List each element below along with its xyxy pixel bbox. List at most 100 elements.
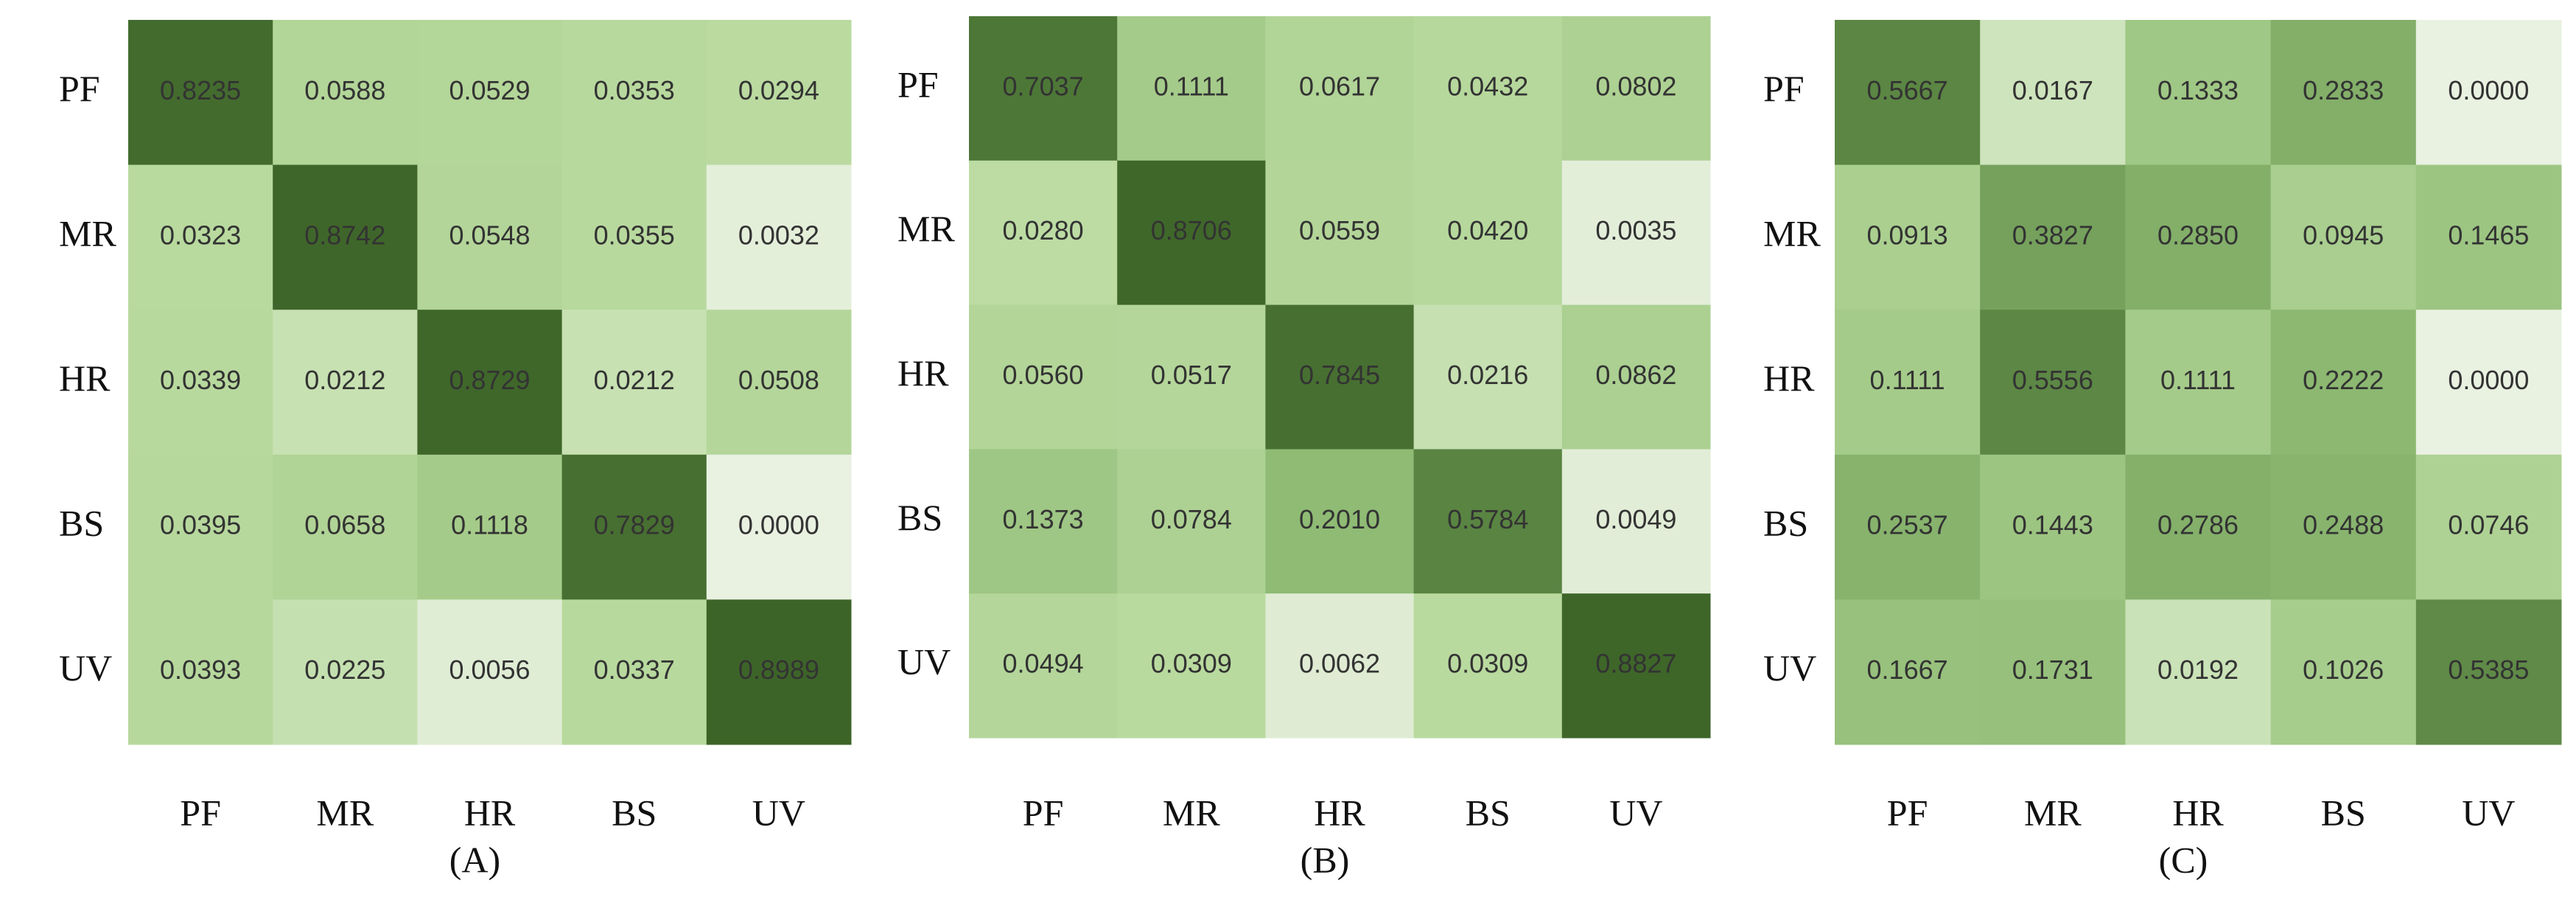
cell-value: 0.0395 [160,510,241,540]
cell-value: 0.0494 [1003,649,1084,679]
cell-value: 0.0192 [2157,655,2239,685]
cell-value: 0.0548 [449,220,530,250]
heatmap-cell [1265,304,1415,450]
y-tick-label: MR [59,212,116,254]
cell-value: 0.8729 [449,365,530,395]
heatmap-cell [561,20,707,166]
x-tick-label: PF [1887,792,1928,833]
heatmap-cell [1835,599,1981,745]
cell-value: 0.0353 [594,75,675,105]
cell-value: 0.5667 [1867,75,1948,105]
heatmap-cell [273,164,418,310]
cell-value: 0.0000 [2448,365,2529,395]
heatmap-cell [1561,160,1711,306]
heatmap-cell [1265,593,1415,739]
cell-value: 0.1731 [2012,655,2093,685]
cell-value: 0.0588 [304,75,385,105]
x-tick-label: HR [2172,792,2224,833]
heatmap-cell [1561,304,1711,450]
cell-value: 0.0862 [1595,360,1676,390]
heatmap-cell [1561,16,1711,161]
heatmap-cell [2270,310,2417,456]
heatmap-cell [1980,310,2126,456]
cell-value: 0.0517 [1151,360,1232,390]
y-tick-label: PF [59,68,100,109]
cell-value: 0.0056 [449,655,530,685]
heatmap-cell [1413,160,1563,306]
x-tick-label: HR [1314,792,1365,833]
cell-value: 0.8989 [738,655,819,685]
heatmap-cell [1117,16,1266,161]
cell-value: 0.0323 [160,220,241,250]
heatmap-cell [1265,160,1415,306]
cell-value: 0.2850 [2157,220,2239,250]
cell-value: 0.8827 [1595,649,1676,679]
y-tick-label: BS [59,503,104,544]
cell-value: 0.2537 [1867,510,1948,540]
x-tick-label: PF [1023,792,1064,833]
cell-value: 0.0658 [304,510,385,540]
heatmap-cell [273,599,418,745]
cell-value: 0.0508 [738,365,819,395]
heatmap-cell [2270,599,2417,745]
heatmap-cell [706,310,852,456]
heatmap-cell [1980,454,2126,600]
heatmap-cell [1265,449,1415,594]
heatmap-cell [561,454,707,600]
heatmap-cell [1413,16,1563,161]
cell-value: 0.1118 [451,510,528,540]
heatmap-cell [969,16,1118,161]
x-tick-label: UV [752,792,805,833]
heatmap-cell [2125,310,2272,456]
cell-value: 0.0000 [2448,75,2529,105]
cell-value: 0.3827 [2012,220,2093,250]
heatmap-cell [417,310,563,456]
y-tick-label: BS [897,497,942,538]
x-tick-label: HR [464,792,516,833]
cell-value: 0.0212 [304,365,385,395]
cell-value: 0.1111 [1154,71,1229,101]
x-tick-label: BS [612,792,657,833]
cell-value: 0.1111 [1870,365,1945,395]
heatmap-cell [706,454,852,600]
heatmap-cell [1117,160,1266,306]
y-tick-label: PF [1763,68,1805,109]
x-tick-label: MR [1163,792,1220,833]
heatmap-cell [128,454,273,600]
heatmap-cell [2270,164,2417,310]
heatmap-cell [561,310,707,456]
cell-value: 0.2786 [2157,510,2239,540]
heatmap-cell [706,164,852,310]
heatmap-cell [417,20,563,166]
cell-value: 0.0280 [1003,215,1084,245]
cell-value: 0.7845 [1299,360,1380,390]
cell-value: 0.0393 [160,655,241,685]
heatmap-cell [128,164,273,310]
cell-value: 0.0559 [1299,215,1380,245]
heatmap-cell [273,310,418,456]
heatmap-cell [561,599,707,745]
heatmap-cell [969,160,1118,306]
cell-value: 0.0746 [2448,510,2529,540]
cell-value: 0.8742 [304,220,385,250]
cell-value: 0.0802 [1595,71,1676,101]
cell-value: 0.1667 [1867,655,1948,685]
cell-value: 0.1111 [2160,365,2236,395]
heatmap-cell [1265,16,1415,161]
cell-value: 0.2222 [2303,365,2384,395]
heatmap-cell [561,164,707,310]
heatmap-cell [273,454,418,600]
heatmap-cell [706,20,852,166]
heatmap-cell [1413,593,1563,739]
cell-value: 0.0035 [1595,215,1676,245]
y-tick-label: HR [897,352,949,394]
heatmap-cell [2270,454,2417,600]
heatmap-cell [2125,599,2272,745]
cell-value: 0.0309 [1447,649,1528,679]
heatmap-cell [969,449,1118,594]
heatmap-cell [706,599,852,745]
cell-value: 0.1443 [2012,510,2093,540]
heatmap-cell [417,599,563,745]
